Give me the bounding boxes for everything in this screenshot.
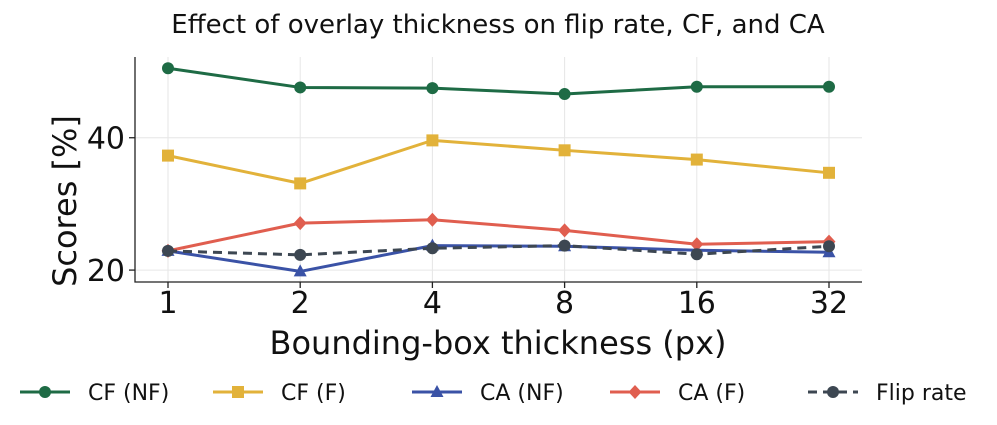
series-line <box>167 244 830 273</box>
x-tick-label: 1 <box>158 286 177 321</box>
series-cf-f <box>162 134 835 190</box>
data-point <box>162 244 174 257</box>
data-point <box>426 82 439 95</box>
series-cf-nf <box>162 62 835 101</box>
legend-item: CA (NF) <box>412 381 564 406</box>
data-point <box>293 216 307 231</box>
legend-item: CF (NF) <box>20 381 169 406</box>
legend-label: CF (F) <box>281 381 346 406</box>
series-line <box>167 138 830 185</box>
x-tick-label: 32 <box>810 286 848 321</box>
y-axis-label: Scores [%] <box>46 115 84 287</box>
legend-item: CA (F) <box>610 381 745 406</box>
series-flip-rate <box>162 239 835 261</box>
data-point <box>690 248 703 261</box>
legend-marker <box>39 386 51 398</box>
legend-marker <box>628 385 642 399</box>
data-point <box>558 144 571 157</box>
data-point <box>294 248 307 261</box>
legend-item: CF (F) <box>213 381 346 406</box>
x-tick-label: 16 <box>678 286 716 321</box>
x-tick-label: 8 <box>555 286 574 321</box>
x-axis-label: Bounding-box thickness (px) <box>270 324 727 362</box>
series-line <box>167 244 830 257</box>
x-tick-label: 2 <box>291 286 310 321</box>
data-point <box>558 223 572 238</box>
legend-label: CF (NF) <box>88 381 169 406</box>
legend-marker <box>430 385 444 397</box>
legend-label: CA (NF) <box>480 381 564 406</box>
series-line <box>167 218 830 253</box>
data-point <box>558 239 571 252</box>
data-point <box>162 62 174 75</box>
data-point <box>823 240 835 253</box>
chart-title: Effect of overlay thickness on flip rate… <box>171 10 825 40</box>
legend-marker <box>232 386 244 398</box>
legend: CF (NF) CF (F) CA (NF) CA (F) Flip rate <box>20 381 967 406</box>
y-tick-label: 20 <box>87 254 125 289</box>
legend-item: Flip rate <box>808 381 967 406</box>
axis-spines <box>134 57 862 283</box>
data-point <box>690 153 703 166</box>
data-point <box>426 242 439 255</box>
data-point <box>823 80 835 93</box>
data-point <box>426 134 439 147</box>
data-point <box>558 88 571 101</box>
data-point <box>823 166 835 179</box>
axes: 1 2 4 8 16 32 20 40 <box>87 57 862 321</box>
series-group <box>161 62 836 277</box>
y-tick-label: 40 <box>87 122 125 157</box>
data-point <box>690 80 703 93</box>
legend-label: CA (F) <box>678 381 745 406</box>
legend-label: Flip rate <box>876 381 967 406</box>
data-point <box>690 237 704 252</box>
series-line <box>167 66 829 96</box>
data-point <box>293 264 307 277</box>
legend-marker <box>827 386 839 398</box>
x-tick-label: 4 <box>423 286 442 321</box>
data-point <box>162 149 174 162</box>
data-point <box>294 81 307 94</box>
data-point <box>425 212 439 227</box>
data-point <box>294 177 307 190</box>
